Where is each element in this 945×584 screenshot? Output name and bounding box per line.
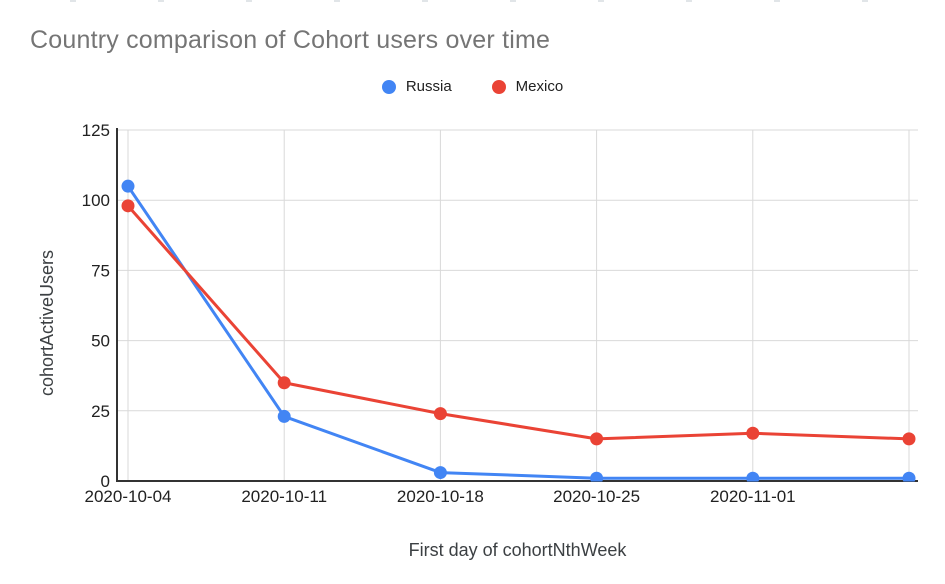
x-tick-label-1: 2020-10-11 xyxy=(241,487,327,506)
y-tick-label-125: 125 xyxy=(82,121,110,140)
data-point-russia-3[interactable] xyxy=(590,471,604,485)
series-line-mexico xyxy=(126,204,911,441)
x-axis-title: First day of cohortNthWeek xyxy=(409,540,628,560)
mexico-series-dot-icon xyxy=(491,79,506,94)
y-tick-label-25: 25 xyxy=(91,402,110,421)
chart-legend: Russia Mexico xyxy=(0,78,945,95)
data-point-russia-4[interactable] xyxy=(746,471,760,485)
cropped-text-fragment xyxy=(158,0,164,2)
data-point-russia-5[interactable] xyxy=(902,471,916,485)
y-tick-label-75: 75 xyxy=(91,261,110,280)
data-point-russia-2[interactable] xyxy=(433,466,447,480)
x-tick-label-3: 2020-10-25 xyxy=(553,487,640,506)
series-layer xyxy=(121,179,916,485)
cropped-text-fragment xyxy=(774,0,780,2)
cropped-text-fragment xyxy=(862,0,868,2)
legend-label-russia: Russia xyxy=(405,78,452,95)
cropped-text-fragment xyxy=(70,0,76,2)
data-point-russia-0[interactable] xyxy=(121,179,135,193)
y-tick-label-50: 50 xyxy=(91,332,110,351)
data-point-russia-1[interactable] xyxy=(277,409,291,423)
y-tick-label-100: 100 xyxy=(82,191,110,210)
cropped-text-fragment xyxy=(598,0,604,2)
cropped-text-fragment xyxy=(422,0,428,2)
series-line-russia xyxy=(126,184,911,480)
data-point-mexico-1[interactable] xyxy=(277,376,291,390)
legend-label-mexico: Mexico xyxy=(515,78,564,95)
data-point-mexico-3[interactable] xyxy=(590,432,604,446)
legend-item-russia[interactable]: Russia xyxy=(381,78,452,95)
chart-title: Country comparison of Cohort users over … xyxy=(30,26,551,54)
x-tick-label-2: 2020-10-18 xyxy=(397,487,484,506)
y-axis-title: cohortActiveUsers xyxy=(37,250,57,396)
data-point-mexico-4[interactable] xyxy=(746,426,760,440)
y-tick-label-0: 0 xyxy=(101,472,110,491)
data-point-mexico-5[interactable] xyxy=(902,432,916,446)
x-tick-label-0: 2020-10-04 xyxy=(85,487,172,506)
data-point-mexico-0[interactable] xyxy=(121,199,135,213)
cropped-text-fragment xyxy=(686,0,692,2)
cropped-text-fragment xyxy=(510,0,516,2)
cropped-text-fragment xyxy=(246,0,252,2)
data-point-mexico-2[interactable] xyxy=(433,407,447,421)
cropped-text-fragment xyxy=(334,0,340,2)
legend-item-mexico[interactable]: Mexico xyxy=(491,78,564,95)
russia-series-dot-icon xyxy=(381,79,396,94)
x-tick-label-4: 2020-11-01 xyxy=(710,487,796,506)
